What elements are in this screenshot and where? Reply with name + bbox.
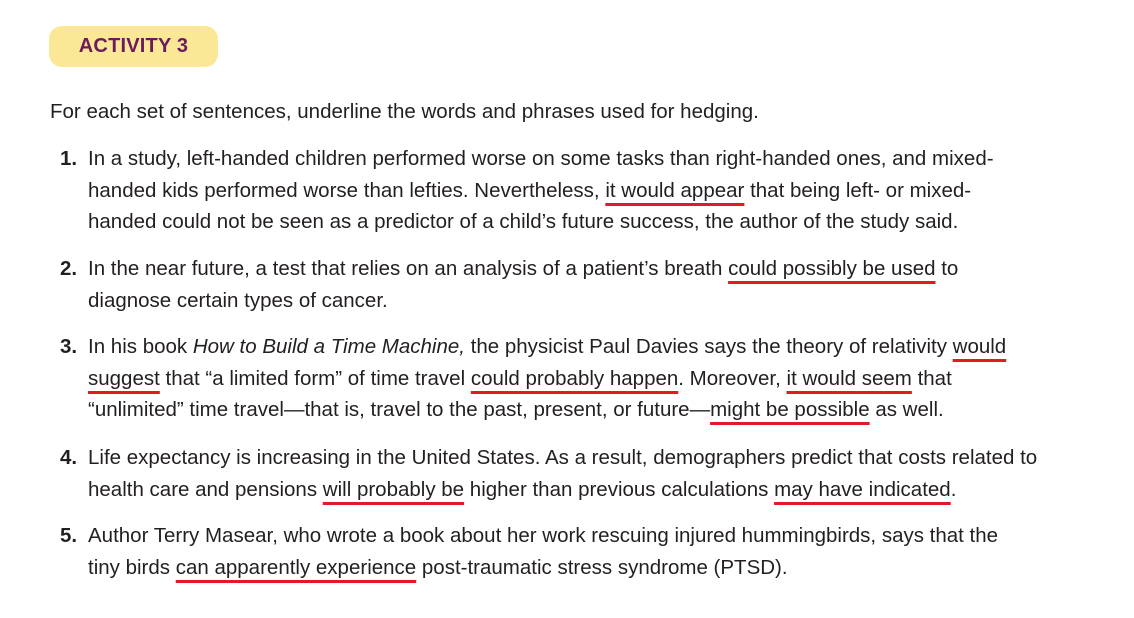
instruction-text: For each set of sentences, underline the…	[50, 100, 759, 123]
hedge-phrase[interactable]: it would appear	[605, 178, 745, 202]
text-segment: handed kids performed worse than lefties…	[88, 178, 606, 202]
hedge-phrase[interactable]: suggest	[88, 366, 160, 390]
text-line: tiny birds can apparently experience pos…	[88, 552, 1118, 584]
hedge-phrase[interactable]: can apparently experience	[175, 555, 417, 579]
text-line: Life expectancy is increasing in the Uni…	[88, 442, 1118, 474]
text-line: diagnose certain types of cancer.	[88, 285, 1118, 317]
activity-label: ACTIVITY 3	[78, 35, 189, 57]
item-number: 4.	[60, 446, 78, 469]
hedge-phrase[interactable]: will probably be	[322, 477, 465, 501]
text-segment: diagnose certain types of cancer.	[88, 288, 388, 312]
text-line: suggest that “a limited form” of time tr…	[88, 363, 1118, 395]
text-line: handed could not be seen as a predictor …	[88, 206, 1118, 238]
hedge-phrase[interactable]: would	[952, 335, 1007, 358]
text-segment: health care and pensions	[88, 477, 323, 501]
text-line: Author Terry Masear, who wrote a book ab…	[88, 520, 1118, 552]
hedge-phrase[interactable]: might be possible	[710, 398, 870, 421]
item-text: Life expectancy is increasing in the Uni…	[88, 442, 1118, 505]
text-segment: In the near future, a test that relies o…	[88, 257, 729, 280]
text-segment: tiny birds	[88, 555, 176, 579]
text-line: In his book How to Build a Time Machine,…	[88, 331, 1118, 363]
activity-badge: ACTIVITY 3	[49, 26, 218, 67]
text-line: health care and pensions will probably b…	[88, 474, 1118, 506]
item-number: 3.	[60, 335, 78, 358]
text-segment: handed could not be seen as a predictor …	[88, 210, 959, 233]
hedge-phrase[interactable]: may have indicated	[774, 477, 951, 501]
text-segment: that being left- or mixed-	[744, 178, 972, 202]
item-number: 1.	[60, 147, 78, 170]
text-line: “unlimited” time travel—that is, travel …	[88, 394, 1118, 426]
text-segment: In a study, left-handed children perform…	[88, 147, 994, 170]
item-text: In a study, left-handed children perform…	[88, 143, 1118, 238]
item-text: In his book How to Build a Time Machine,…	[88, 331, 1118, 426]
text-segment: Life expectancy is increasing in the Uni…	[88, 446, 1038, 469]
text-line: In the near future, a test that relies o…	[88, 253, 1118, 285]
text-segment: “unlimited” time travel—that is, travel …	[88, 398, 711, 421]
item-text: Author Terry Masear, who wrote a book ab…	[88, 520, 1118, 583]
text-segment: higher than previous calculations	[464, 477, 775, 501]
text-segment: Author Terry Masear, who wrote a book ab…	[88, 524, 999, 547]
text-segment: to	[935, 257, 959, 280]
text-segment: .	[950, 477, 957, 501]
text-segment: as well.	[869, 398, 944, 421]
text-line: handed kids performed worse than lefties…	[88, 175, 1118, 207]
hedge-phrase[interactable]: could probably happen	[470, 366, 679, 390]
text-segment: that “a limited form” of time travel	[159, 366, 471, 390]
item-number: 2.	[60, 257, 78, 280]
item-text: In the near future, a test that relies o…	[88, 253, 1118, 316]
book-title: How to Build a Time Machine,	[192, 335, 465, 358]
hedge-phrase[interactable]: it would seem	[786, 366, 912, 390]
text-segment: post-traumatic stress syndrome (PTSD).	[416, 555, 788, 579]
text-segment: . Moreover,	[678, 366, 787, 390]
text-segment: In his book	[88, 335, 193, 358]
text-segment: the physicist Paul Davies says the theor…	[464, 335, 953, 358]
item-number: 5.	[60, 524, 78, 547]
text-line: In a study, left-handed children perform…	[88, 143, 1118, 175]
hedge-phrase[interactable]: could possibly be used	[728, 257, 936, 280]
text-segment: that	[911, 366, 952, 390]
